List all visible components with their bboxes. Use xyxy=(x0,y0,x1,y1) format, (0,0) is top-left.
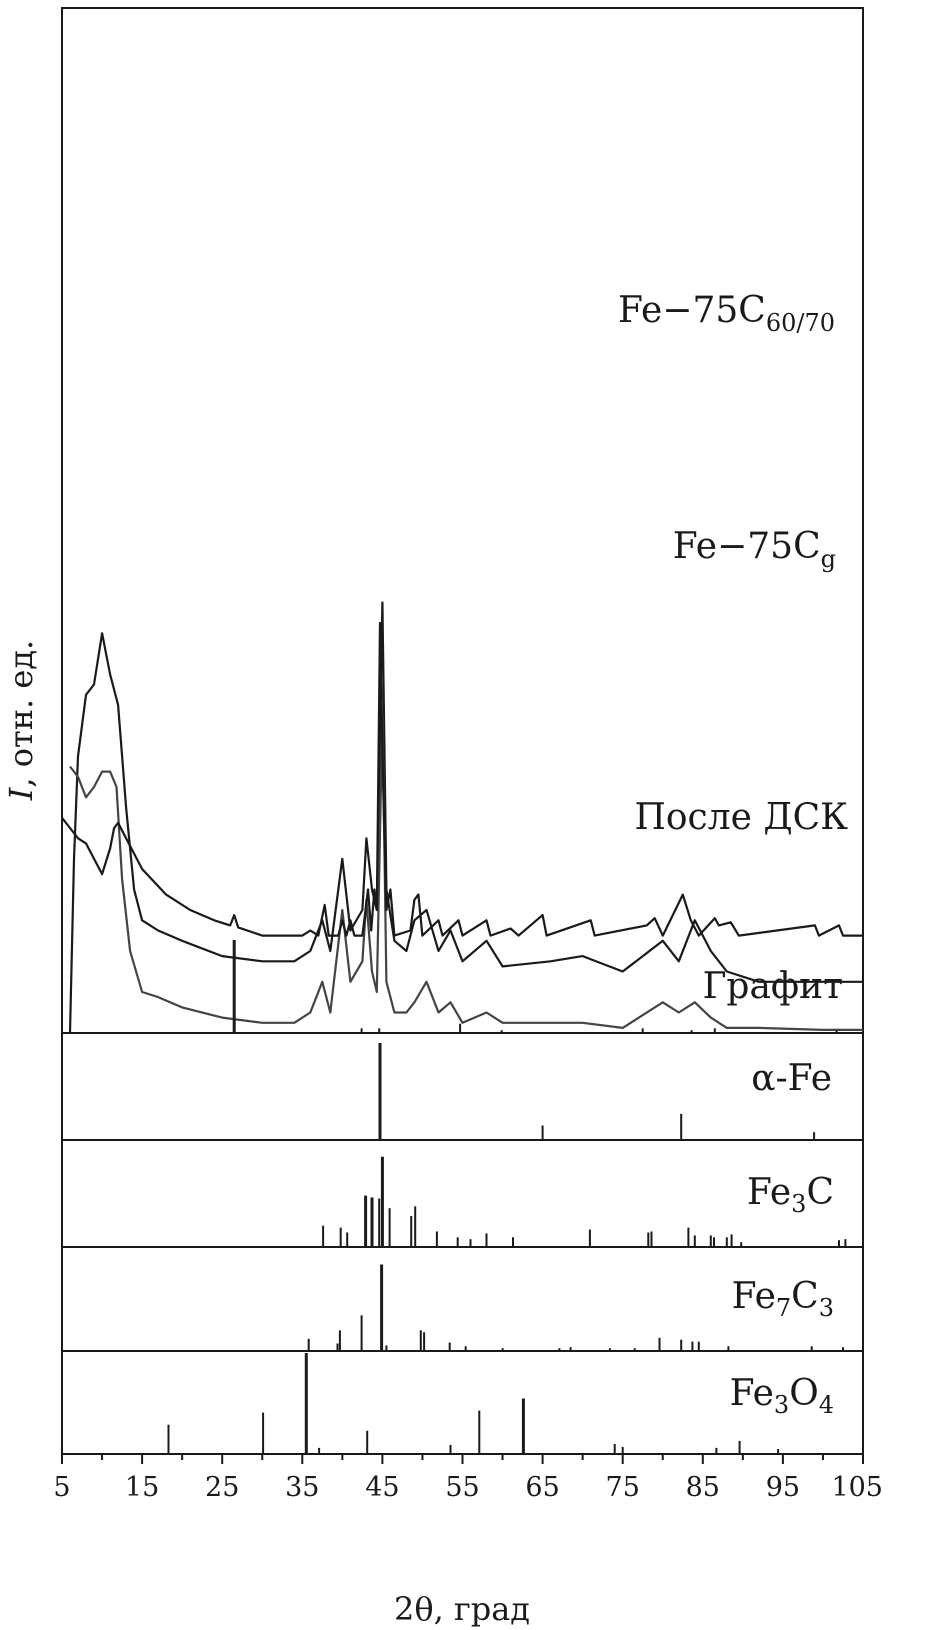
series-label-fe75c-g: Fe−75Cg xyxy=(673,526,836,573)
x-tick-label: 95 xyxy=(766,1472,800,1503)
series-layer xyxy=(61,601,863,1034)
x-tick-label: 35 xyxy=(285,1472,319,1503)
x-tick-label: 105 xyxy=(831,1472,883,1503)
series-line-0 xyxy=(68,601,863,1034)
ref-label-fe3o4: Fe3O4 xyxy=(730,1373,834,1419)
series-line-2 xyxy=(61,621,863,937)
ref-label-fe7c3: Fe7C3 xyxy=(732,1276,834,1322)
series-label-fe75c-6070: Fe−75C60/70 xyxy=(618,290,835,337)
main-panel-frame xyxy=(61,7,864,1034)
x-tick-label: 55 xyxy=(445,1472,479,1503)
ref-label-fe3c: Fe3C xyxy=(747,1172,834,1218)
ref-label-graphite: Графит xyxy=(703,966,843,1007)
x-axis-ticks: 5 15 25 35 45 55 65 75 85 95 105 xyxy=(53,1454,883,1503)
x-tick-label: 85 xyxy=(686,1472,720,1503)
x-tick-label: 5 xyxy=(53,1472,70,1503)
x-tick-label: 15 xyxy=(125,1472,159,1503)
ref-panel-frame-alpha-fe xyxy=(61,1032,864,1141)
x-axis-title: 2θ, град xyxy=(394,1590,530,1628)
ref-label-alpha-fe: α-Fe xyxy=(751,1058,832,1099)
x-tick-label: 75 xyxy=(606,1472,640,1503)
y-axis-title: I, отн. ед. xyxy=(2,640,40,801)
x-tick-label: 45 xyxy=(365,1472,399,1503)
series-label-after-dsc: После ДСК xyxy=(634,797,848,838)
x-tick-label: 65 xyxy=(525,1472,559,1503)
reference-lines-layer xyxy=(167,940,847,1454)
series-line-1 xyxy=(69,714,863,1031)
ref-panel-frame-fe3c xyxy=(61,1139,864,1248)
x-tick-label: 25 xyxy=(205,1472,239,1503)
